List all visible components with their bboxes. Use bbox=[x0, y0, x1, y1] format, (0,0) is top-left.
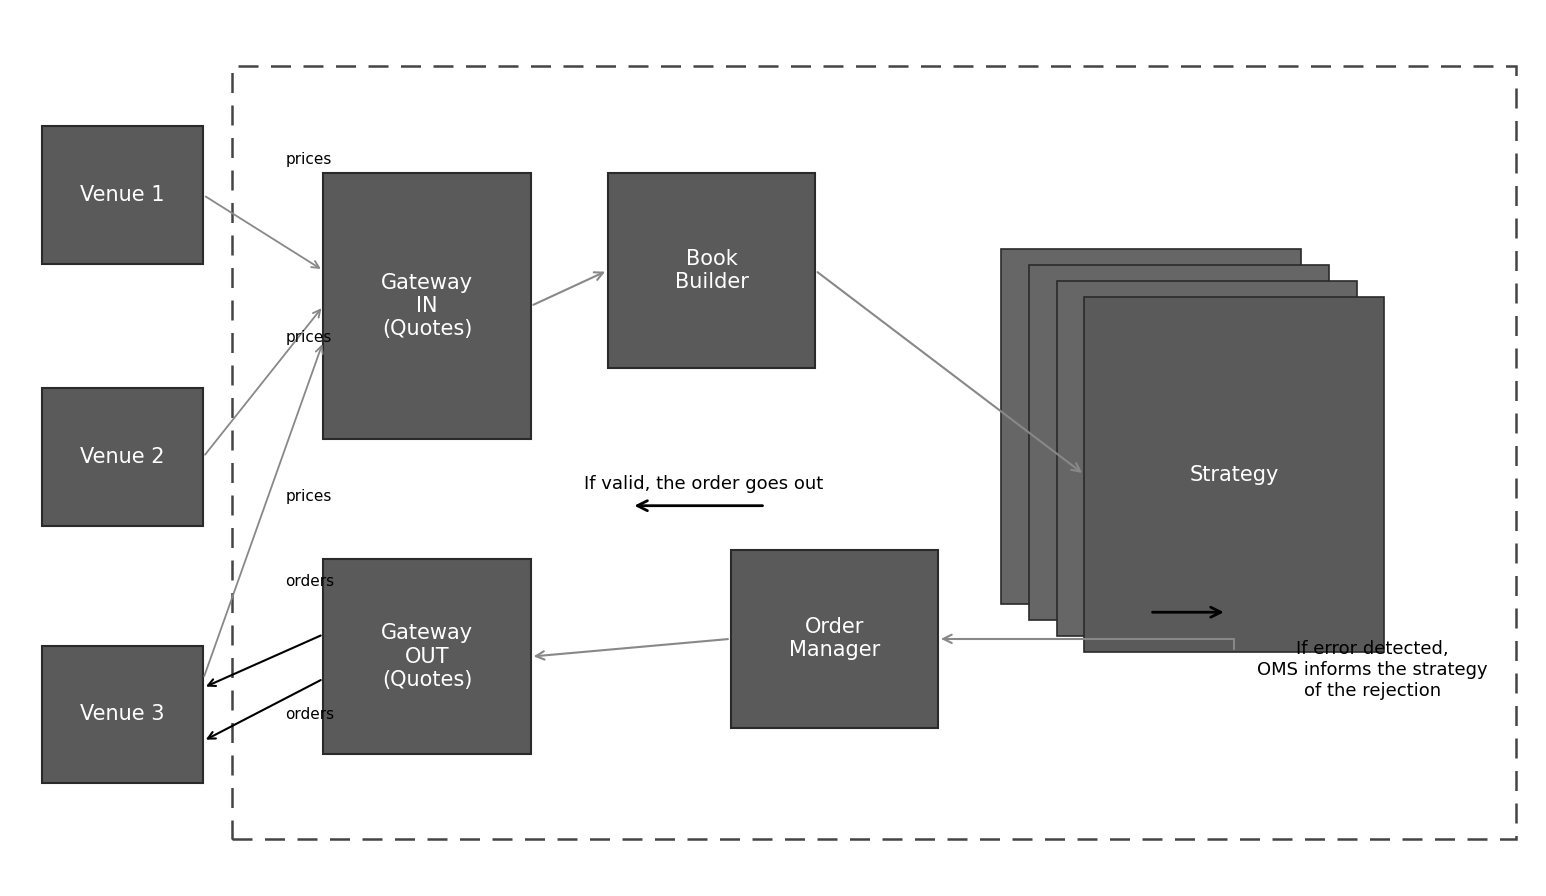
Bar bbox=[232, 66, 1515, 839]
Text: Gateway
OUT
(Quotes): Gateway OUT (Quotes) bbox=[380, 624, 473, 690]
Text: Venue 2: Venue 2 bbox=[80, 447, 165, 467]
Text: orders: orders bbox=[286, 707, 334, 722]
Bar bbox=[1057, 281, 1356, 636]
Text: Gateway
IN
(Quotes): Gateway IN (Quotes) bbox=[380, 272, 473, 340]
Bar bbox=[1084, 297, 1384, 652]
Bar bbox=[42, 645, 203, 783]
Bar bbox=[731, 550, 938, 728]
Bar bbox=[1002, 249, 1302, 604]
Text: If valid, the order goes out: If valid, the order goes out bbox=[584, 475, 824, 493]
Text: Venue 1: Venue 1 bbox=[80, 185, 165, 205]
Bar bbox=[42, 388, 203, 526]
Bar bbox=[608, 173, 815, 368]
Text: prices: prices bbox=[286, 330, 332, 345]
Bar bbox=[42, 126, 203, 263]
Text: prices: prices bbox=[286, 489, 332, 504]
Text: Book
Builder: Book Builder bbox=[674, 249, 748, 292]
Text: If error detected,
OMS informs the strategy
of the rejection: If error detected, OMS informs the strat… bbox=[1257, 640, 1487, 700]
Text: prices: prices bbox=[286, 152, 332, 167]
Bar bbox=[1030, 265, 1330, 620]
Text: Strategy: Strategy bbox=[1189, 465, 1279, 485]
Bar bbox=[323, 559, 530, 754]
Bar bbox=[323, 173, 530, 439]
Text: orders: orders bbox=[286, 573, 334, 589]
Text: Venue 3: Venue 3 bbox=[80, 704, 165, 724]
Text: Order
Manager: Order Manager bbox=[788, 617, 880, 660]
